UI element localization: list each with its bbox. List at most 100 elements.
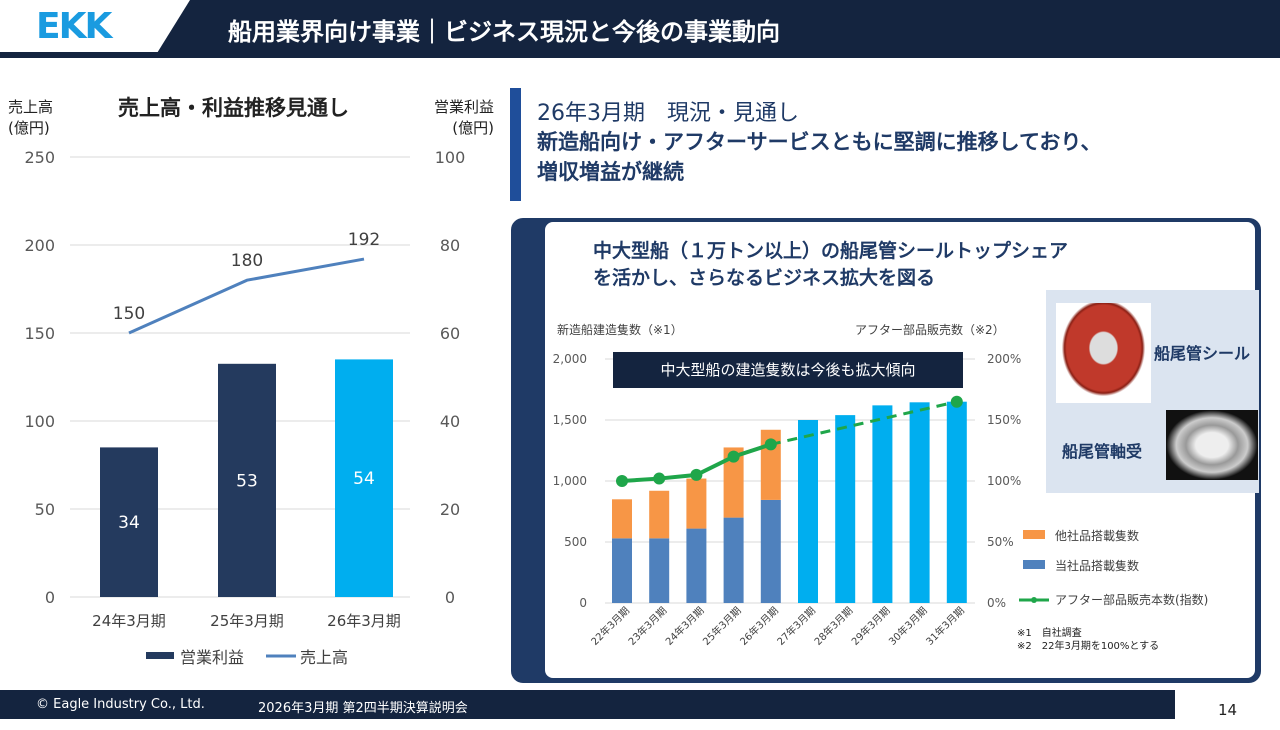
other-bar bbox=[612, 499, 632, 539]
callout: 中大型船の建造隻数は今後も拡大傾向 bbox=[613, 352, 963, 388]
own-bar bbox=[760, 499, 781, 603]
left-tick: 1,000 bbox=[553, 474, 587, 488]
footer: © Eagle Industry Co., Ltd. 2026年3月期 第2四半… bbox=[0, 690, 1280, 719]
profit-bar bbox=[218, 363, 276, 597]
left-tick: 0 bbox=[579, 596, 587, 610]
forecast-bar bbox=[909, 402, 930, 603]
legend-index-marker bbox=[1031, 597, 1037, 603]
left-tick: 150 bbox=[24, 324, 55, 343]
accent-bar bbox=[510, 88, 521, 201]
legend-profit-swatch bbox=[146, 652, 174, 659]
index-point bbox=[950, 395, 963, 408]
x-tick: 29年3月期 bbox=[849, 604, 893, 648]
shipbuilding-chart: 新造船建造隻数（※1） アフター部品販売数（※2） 0 0% 500 50% 1,000 10… bbox=[553, 322, 1209, 648]
left-tick: 100 bbox=[24, 412, 55, 431]
legend-other: 他社品搭載隻数 bbox=[1055, 528, 1139, 543]
own-bar bbox=[686, 528, 707, 603]
bearing-label: 船尾管軸受 bbox=[1062, 442, 1143, 461]
legend-index: アフター部品販売本数(指数) bbox=[1055, 592, 1208, 607]
sales-label: 192 bbox=[348, 230, 380, 250]
left-tick: 200 bbox=[24, 236, 55, 255]
copyright: © Eagle Industry Co., Ltd. bbox=[36, 697, 205, 712]
right-tick: 60 bbox=[440, 324, 460, 343]
sales-line bbox=[128, 257, 365, 335]
sales-label: 150 bbox=[113, 304, 145, 324]
panel-heading: 中大型船（１万トン以上）の船尾管シールトップシェア を活かし、さらなるビジネス拡大… bbox=[593, 240, 1069, 289]
x-tick: 30年3月期 bbox=[886, 604, 930, 648]
x-tick: 27年3月期 bbox=[774, 604, 818, 648]
status-period: 26年3月期 現況・見通し bbox=[537, 101, 799, 126]
header: EKK 船用業界向け事業｜ビジネス現況と今後の事業動向 bbox=[0, 0, 1280, 58]
forecast-bar bbox=[872, 405, 893, 603]
sales-profit-chart: 0 0 50 20 100 40 150 60 200 80 250 100 34 24年3月期 150 53… bbox=[24, 148, 466, 667]
right-axis-label: 営業利益 (億円) bbox=[433, 98, 494, 137]
index-point bbox=[764, 438, 777, 451]
logo-area: EKK bbox=[0, 0, 190, 52]
index-forecast-line bbox=[770, 400, 958, 446]
legend-sales: 売上高 bbox=[300, 648, 348, 667]
other-bar bbox=[686, 478, 707, 529]
left-axis-label: 売上高 (億円) bbox=[8, 98, 54, 137]
right-tick: 80 bbox=[440, 236, 460, 255]
left-tick: 500 bbox=[564, 535, 587, 549]
own-bar bbox=[649, 538, 670, 603]
seal-photo bbox=[1056, 303, 1151, 403]
legend-profit: 営業利益 bbox=[180, 648, 244, 667]
forecast-bar bbox=[798, 420, 818, 603]
x-tick: 23年3月期 bbox=[625, 604, 669, 648]
own-bar bbox=[723, 517, 744, 603]
status-headline: 新造船向け・アフターサービスともに堅調に推移しており、 増収増益が継続 bbox=[537, 130, 1102, 184]
sales-label: 180 bbox=[231, 251, 263, 271]
legend-other-swatch bbox=[1023, 530, 1045, 539]
other-bar bbox=[723, 447, 744, 518]
forecast-bar bbox=[835, 415, 856, 603]
x-tick: 26年3月期 bbox=[327, 612, 401, 630]
right-tick: 20 bbox=[440, 500, 460, 519]
right-tick: 150% bbox=[987, 413, 1021, 427]
right-tick: 50% bbox=[987, 535, 1014, 549]
bearing-photo bbox=[1166, 410, 1258, 480]
index-point bbox=[616, 475, 628, 487]
profit-label: 53 bbox=[236, 471, 258, 491]
legend-own: 当社品搭載隻数 bbox=[1055, 558, 1139, 573]
left-axis-label: 新造船建造隻数（※1） bbox=[557, 322, 683, 337]
page-number: 14 bbox=[1175, 690, 1280, 719]
other-bar bbox=[649, 490, 670, 539]
footnotes: ※1 自社調査 ※2 22年3月期を100%とする bbox=[1017, 628, 1160, 652]
seal-label: 船尾管シール bbox=[1154, 344, 1251, 363]
own-bar bbox=[612, 538, 632, 603]
profit-label: 54 bbox=[353, 469, 375, 489]
profit-bar bbox=[100, 447, 158, 597]
left-tick: 1,500 bbox=[553, 413, 587, 427]
index-point bbox=[690, 468, 703, 481]
profit-label: 34 bbox=[118, 513, 140, 533]
x-tick: 28年3月期 bbox=[811, 604, 855, 648]
x-tick: 25年3月期 bbox=[700, 604, 744, 648]
x-tick: 26年3月期 bbox=[737, 604, 781, 648]
right-axis-label: アフター部品販売数（※2） bbox=[855, 322, 1005, 337]
right-tick: 100% bbox=[987, 474, 1021, 488]
x-tick: 24年3月期 bbox=[663, 604, 707, 648]
legend-own-swatch bbox=[1023, 560, 1045, 569]
profit-bar bbox=[335, 359, 393, 597]
x-tick: 22年3月期 bbox=[588, 604, 632, 648]
forecast-bar bbox=[946, 401, 967, 603]
right-tick: 40 bbox=[440, 412, 460, 431]
page-title: 船用業界向け事業｜ビジネス現況と今後の事業動向 bbox=[228, 18, 780, 46]
index-point bbox=[727, 450, 740, 463]
left-tick: 2,000 bbox=[553, 352, 587, 366]
x-tick: 24年3月期 bbox=[92, 612, 166, 630]
product-photos: 船尾管シール 船尾管軸受 bbox=[1046, 290, 1259, 493]
left-tick: 0 bbox=[45, 588, 55, 607]
index-point bbox=[653, 472, 666, 485]
right-tick: 100 bbox=[435, 148, 466, 167]
left-tick: 50 bbox=[35, 500, 55, 519]
x-tick: 25年3月期 bbox=[210, 612, 284, 630]
right-tick: 200% bbox=[987, 352, 1021, 366]
right-tick: 0 bbox=[445, 588, 455, 607]
right-tick: 0% bbox=[987, 596, 1006, 610]
chart-title: 売上高・利益推移見通し bbox=[118, 96, 349, 120]
x-tick: 31年3月期 bbox=[923, 604, 967, 648]
left-tick: 250 bbox=[24, 148, 55, 167]
event-name: 2026年3月期 第2四半期決算説明会 bbox=[258, 701, 468, 716]
